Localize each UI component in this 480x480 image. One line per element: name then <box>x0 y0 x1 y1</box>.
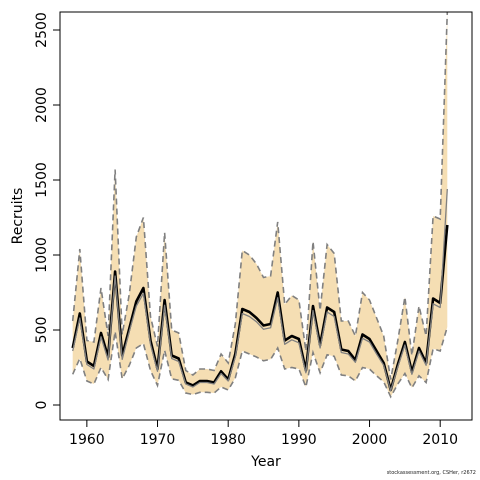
recruits-inner-line <box>72 188 448 392</box>
y-tick-label: 1000 <box>34 237 50 273</box>
plot-frame <box>59 11 473 421</box>
x-tick-label: 1980 <box>210 432 246 448</box>
x-tick-label: 1970 <box>140 432 176 448</box>
y-tick-label: 1500 <box>34 162 50 198</box>
x-axis-title: Year <box>250 454 281 470</box>
x-axis: 1960 1970 1980 1990 2000 2010 <box>69 420 458 448</box>
footer-credit: stockassessment.org, CSHer, r2672 <box>386 470 476 476</box>
x-tick-label: 2000 <box>352 432 388 448</box>
x-tick-label: 2010 <box>422 432 458 448</box>
confidence-band-layer <box>71 11 449 399</box>
y-tick-label: 500 <box>34 317 50 344</box>
y-axis: 0 500 1000 1500 2000 2500 <box>34 12 60 409</box>
lower-interval-line <box>71 326 449 399</box>
x-tick-label: 1990 <box>281 432 317 448</box>
series-line-layer <box>71 188 449 392</box>
confidence-band-area <box>72 12 448 397</box>
y-axis-title: Recruits <box>10 188 26 245</box>
x-tick-label: 1960 <box>69 432 105 448</box>
y-tick-label: 2500 <box>34 12 50 48</box>
upper-interval-line <box>71 11 449 380</box>
y-tick-label: 2000 <box>34 87 50 123</box>
y-tick-label: 0 <box>34 401 50 410</box>
